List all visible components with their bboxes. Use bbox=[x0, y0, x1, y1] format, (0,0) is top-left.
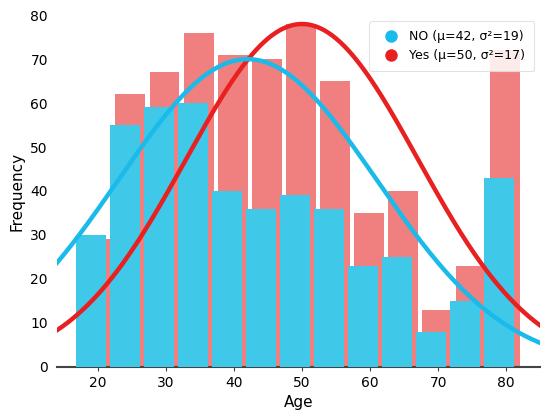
Bar bbox=[252, 59, 282, 367]
Legend: NO (μ=42, σ²=19), Yes (μ=50, σ²=17): NO (μ=42, σ²=19), Yes (μ=50, σ²=17) bbox=[369, 21, 534, 71]
Bar bbox=[348, 265, 378, 367]
Bar bbox=[81, 239, 112, 367]
Bar bbox=[422, 310, 452, 367]
Bar bbox=[320, 81, 350, 367]
Bar bbox=[76, 235, 106, 367]
X-axis label: Age: Age bbox=[284, 395, 314, 410]
Bar bbox=[382, 257, 412, 367]
Bar bbox=[246, 209, 276, 367]
Bar bbox=[416, 331, 447, 367]
Bar bbox=[388, 191, 418, 367]
Bar bbox=[490, 50, 520, 367]
Bar bbox=[212, 191, 242, 367]
Bar bbox=[110, 125, 140, 367]
Bar bbox=[178, 103, 208, 367]
Bar bbox=[485, 178, 514, 367]
Bar bbox=[285, 24, 316, 367]
Bar bbox=[150, 72, 179, 367]
Bar bbox=[456, 265, 486, 367]
Y-axis label: Frequency: Frequency bbox=[10, 151, 25, 231]
Bar bbox=[184, 33, 213, 367]
Bar bbox=[354, 213, 384, 367]
Bar bbox=[450, 301, 480, 367]
Bar bbox=[144, 108, 174, 367]
Bar bbox=[116, 94, 145, 367]
Bar bbox=[280, 195, 310, 367]
Bar bbox=[314, 209, 344, 367]
Bar bbox=[218, 55, 248, 367]
